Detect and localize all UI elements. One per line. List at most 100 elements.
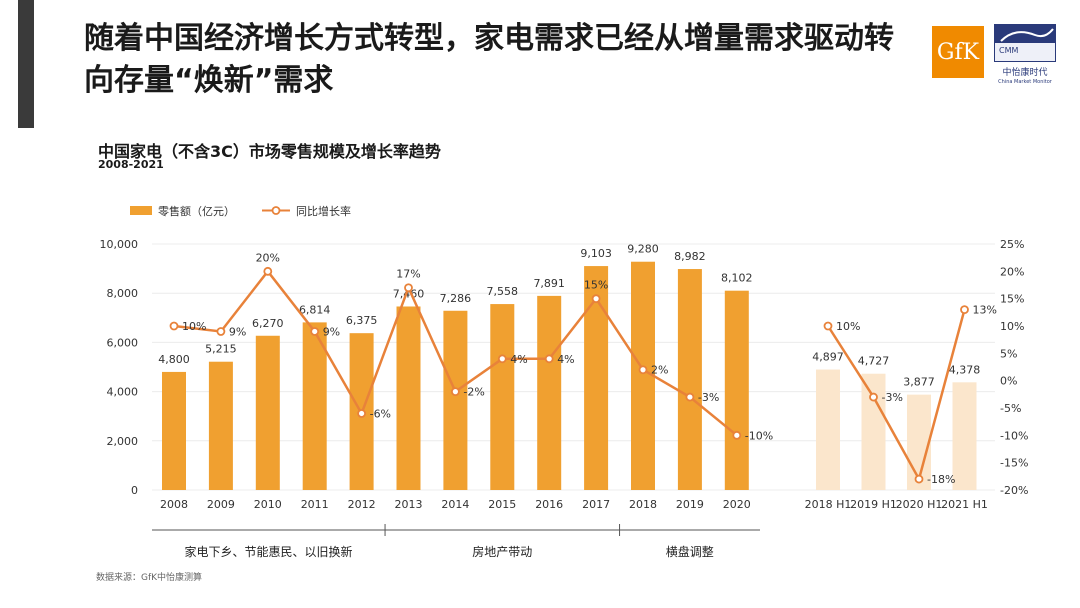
line-point	[497, 354, 507, 364]
bar	[537, 295, 562, 490]
bar-data-label: 6,270	[252, 317, 284, 330]
right-axis-tick-label: 10%	[1000, 320, 1024, 333]
left-axis-tick-label: 6,000	[107, 336, 139, 349]
line-point	[263, 266, 273, 276]
bar-data-label: 4,897	[812, 351, 844, 364]
line-data-label: 20%	[256, 251, 280, 264]
x-axis-tick-label: 2020 H1	[896, 498, 943, 511]
gfk-logo-text: GfK	[936, 39, 980, 65]
bar	[302, 322, 327, 490]
chart-subtitle: 2008-2021	[98, 158, 164, 171]
bar-data-label: 7,460	[393, 287, 425, 300]
x-axis-tick-label: 2014	[441, 498, 469, 511]
bar-data-labels: 4,800 5,215 6,270 6,814 6,375 7,460 7,286 7,558…	[158, 243, 980, 389]
x-axis-tick-label: 2015	[488, 498, 516, 511]
bar-data-label: 8,102	[721, 272, 753, 285]
bar	[952, 382, 977, 490]
bar	[816, 369, 840, 490]
bar	[443, 310, 468, 490]
x-axis-tick-label: 2013	[395, 498, 423, 511]
x-axis-tick-label: 2021 H1	[941, 498, 988, 511]
bar-data-label: 9,280	[627, 243, 659, 256]
x-axis-tick-label: 2016	[535, 498, 563, 511]
bar	[255, 335, 280, 490]
bar-data-label: 4,800	[158, 353, 190, 366]
line-data-label: 15%	[584, 279, 608, 292]
line-point	[544, 354, 554, 364]
line-point	[685, 392, 695, 402]
right-axis-tick-label: -10%	[1000, 429, 1028, 442]
line-point	[216, 327, 226, 336]
line-data-labels: 10% 9% 20% 9% -6% 17% -2% 4% 4% 15% 2% -3% -10% 10% -3…	[182, 251, 997, 486]
line-point	[732, 430, 742, 440]
line-data-label: -3%	[698, 391, 719, 404]
x-axis-tick-label: 2020	[723, 498, 751, 511]
line-point	[823, 321, 833, 331]
x-axis-tick-label: 2011	[301, 498, 329, 511]
line-data-label: -3%	[882, 391, 903, 404]
right-axis-tick-label: 5%	[1000, 347, 1017, 360]
left-axis-tick-label: 4,000	[107, 386, 139, 399]
bar-data-label: 5,215	[205, 343, 237, 356]
right-axis-tick-label: 0%	[1000, 375, 1017, 388]
line-data-label: 4%	[510, 353, 527, 366]
line-points	[169, 266, 969, 484]
line-data-label: 13%	[973, 304, 997, 317]
bar-data-label: 6,375	[346, 314, 378, 327]
period-label: 家电下乡、节能惠民、以旧换新	[185, 544, 353, 559]
line-data-label: 9%	[229, 325, 246, 338]
bar-data-label: 9,103	[580, 247, 612, 260]
line-point	[914, 474, 924, 484]
right-axis-tick-label: 15%	[1000, 293, 1024, 306]
cmm-logo-box: CMM	[994, 24, 1056, 62]
bar	[907, 394, 931, 490]
cmm-logo-graphic	[995, 25, 1055, 43]
cmm-logo: CMM 中怡康时代 China Market Monitor	[994, 24, 1056, 85]
line-point	[169, 321, 179, 331]
bar-data-label: 3,877	[903, 376, 935, 389]
bar	[631, 261, 655, 490]
gridlines	[152, 243, 995, 491]
right-axis-tick-label: 20%	[1000, 265, 1024, 278]
bar	[162, 371, 186, 490]
line-data-label: 4%	[557, 353, 574, 366]
growth-line-half-year	[826, 309, 966, 483]
bar-data-label: 7,286	[440, 292, 472, 305]
legend-swatch-bar	[130, 206, 152, 215]
right-axis-tick-labels: -20% -15% -10% -5% 0% 5% 10% 15% 20% 25%	[1000, 238, 1028, 497]
period-label: 房地产带动	[472, 544, 532, 559]
line-data-label: 2%	[651, 364, 668, 377]
bar	[208, 361, 233, 490]
right-axis-tick-label: -15%	[1000, 457, 1028, 470]
bar-data-label: 4,378	[949, 363, 981, 376]
left-axis-tick-labels: 0 2,000 4,000 6,000 8,000 10,000	[100, 238, 139, 497]
x-axis-tick-label: 2012	[348, 498, 376, 511]
x-axis-tick-label: 2018	[629, 498, 657, 511]
x-axis-tick-label: 2009	[207, 498, 235, 511]
x-axis-tick-label: 2008	[160, 498, 188, 511]
bar-data-label: 7,558	[487, 285, 519, 298]
left-axis-tick-label: 8,000	[107, 287, 139, 300]
bar	[724, 290, 749, 490]
line-data-label: 17%	[396, 268, 420, 281]
legend-label-bar: 零售额（亿元）	[158, 204, 235, 218]
legend: 零售额（亿元） 同比增长率	[130, 204, 351, 218]
right-axis-tick-label: -5%	[1000, 402, 1021, 415]
left-axis-tick-label: 0	[131, 484, 138, 497]
line-point	[638, 365, 648, 375]
line-point	[960, 305, 969, 315]
left-axis-tick-label: 10,000	[100, 238, 139, 251]
period-annotations: 家电下乡、节能惠民、以旧换新 房地产带动 横盘调整	[152, 524, 760, 559]
right-axis-tick-label: -20%	[1000, 484, 1028, 497]
line-point	[357, 409, 367, 418]
x-axis-tick-label: 2019 H1	[850, 498, 897, 511]
line-data-label: -18%	[927, 473, 955, 486]
bar-data-label: 7,891	[533, 277, 565, 290]
bar	[490, 304, 515, 490]
line-point	[869, 392, 878, 402]
line-data-label: -6%	[370, 407, 391, 420]
bar-data-label: 4,727	[858, 355, 890, 368]
period-label: 横盘调整	[666, 544, 714, 559]
chart-title: 中国家电（不含3C）市场零售规模及增长率趋势	[98, 142, 441, 161]
